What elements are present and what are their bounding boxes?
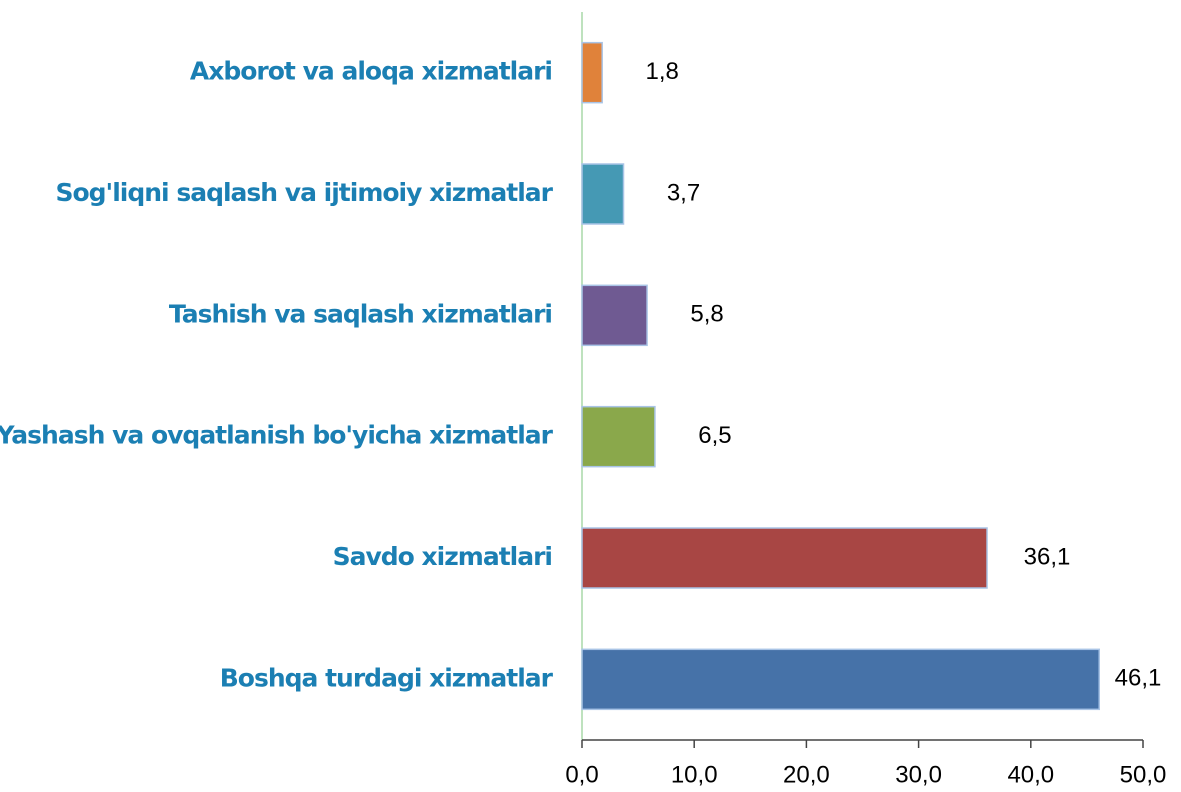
value-label: 46,1 bbox=[1115, 665, 1162, 692]
bar bbox=[581, 648, 1100, 711]
category-label: Savdo xizmatlari bbox=[333, 542, 552, 571]
value-label: 3,7 bbox=[667, 179, 700, 206]
bar bbox=[581, 163, 625, 225]
value-label: 1,8 bbox=[646, 58, 679, 85]
x-tick-label: 0,0 bbox=[565, 761, 598, 788]
x-tick-label: 20,0 bbox=[783, 761, 830, 788]
value-label: 5,8 bbox=[690, 301, 723, 328]
bar bbox=[581, 405, 656, 468]
x-tick-label: 50,0 bbox=[1120, 761, 1167, 788]
category-label: Sog'liqni saqlash va ijtimoiy xizmatlar bbox=[55, 178, 553, 207]
x-tick-label: 40,0 bbox=[1007, 761, 1054, 788]
category-label: Yashash va ovqatlanish bo'yicha xizmatla… bbox=[0, 421, 554, 450]
bar bbox=[581, 284, 648, 347]
value-label: 6,5 bbox=[698, 422, 731, 449]
x-tick-label: 30,0 bbox=[895, 761, 942, 788]
category-label: Boshqa turdagi xizmatlar bbox=[220, 663, 554, 692]
bar bbox=[581, 41, 603, 104]
bar bbox=[581, 527, 988, 589]
x-tick-label: 10,0 bbox=[671, 761, 718, 788]
category-label: Axborot va aloqa xizmatlari bbox=[190, 57, 552, 86]
category-label: Tashish va saqlash xizmatlari bbox=[169, 299, 552, 328]
value-label: 36,1 bbox=[1024, 543, 1071, 570]
